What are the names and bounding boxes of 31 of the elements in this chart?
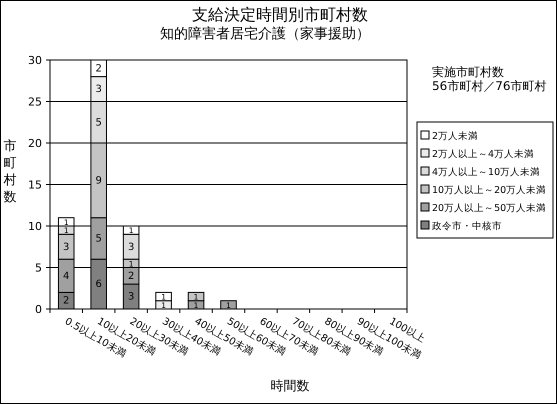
data-label: 9: [95, 175, 102, 186]
data-label: 3: [63, 242, 70, 253]
chart-subtitle: 知的障害者居宅介護（家事援助）: [160, 26, 370, 42]
data-label: 2: [63, 296, 70, 307]
data-label: 5: [95, 233, 102, 244]
text: 56市町村／76市町村: [432, 79, 547, 93]
legend-label: 20万人以上～50万人未満: [432, 202, 546, 214]
chart-title: 支給決定時間別市町村数: [192, 5, 368, 24]
y-tick-label: 10: [28, 220, 42, 233]
legend-label: 4万人以上～10万人未満: [432, 166, 540, 178]
y-tick-label: 20: [28, 137, 42, 150]
data-label: 4: [63, 270, 70, 282]
legend-label: 10万人以上～20万人未満: [432, 184, 546, 196]
data-label: 6: [95, 279, 102, 290]
legend-label: 政令市・中核市: [432, 220, 502, 232]
data-label: 5: [95, 117, 102, 128]
y-tick-label: 30: [28, 54, 42, 67]
data-label: 2: [128, 270, 134, 282]
y-tick-label: 25: [28, 96, 42, 108]
y-tick-label: 15: [28, 178, 42, 192]
x-axis-title: 時間数: [270, 379, 310, 394]
data-label: 2: [95, 63, 102, 74]
data-label: 3: [128, 292, 134, 303]
y-tick-label: 5: [35, 262, 42, 274]
y-tick-label: 0: [35, 303, 42, 316]
legend-label: 2万人未満: [432, 130, 478, 142]
y-axis-title: 市町村数: [2, 139, 16, 205]
data-label: 3: [95, 84, 102, 96]
data-label: 3: [128, 242, 134, 253]
text: 実施市町村数: [432, 65, 504, 79]
legend-label: 2万人以上～4万人未満: [432, 148, 534, 160]
